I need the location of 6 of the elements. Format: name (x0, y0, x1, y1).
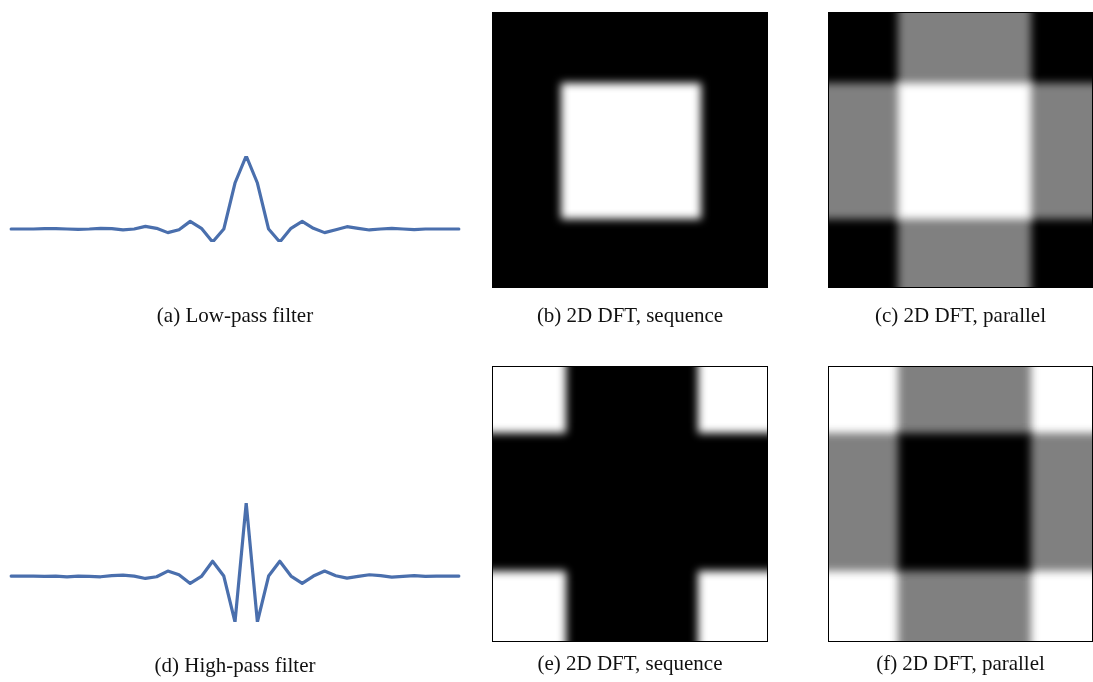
text: (e) 2D DFT, sequence (536, 651, 724, 676)
text: (f) 2D DFT, parallel (875, 651, 1046, 676)
text: (c) 2D DFT, parallel (873, 303, 1047, 328)
text: (d) High-pass filter (153, 653, 317, 678)
text: (a) Low-pass filter (155, 303, 315, 328)
text: (b) 2D DFT, sequence (535, 303, 725, 328)
